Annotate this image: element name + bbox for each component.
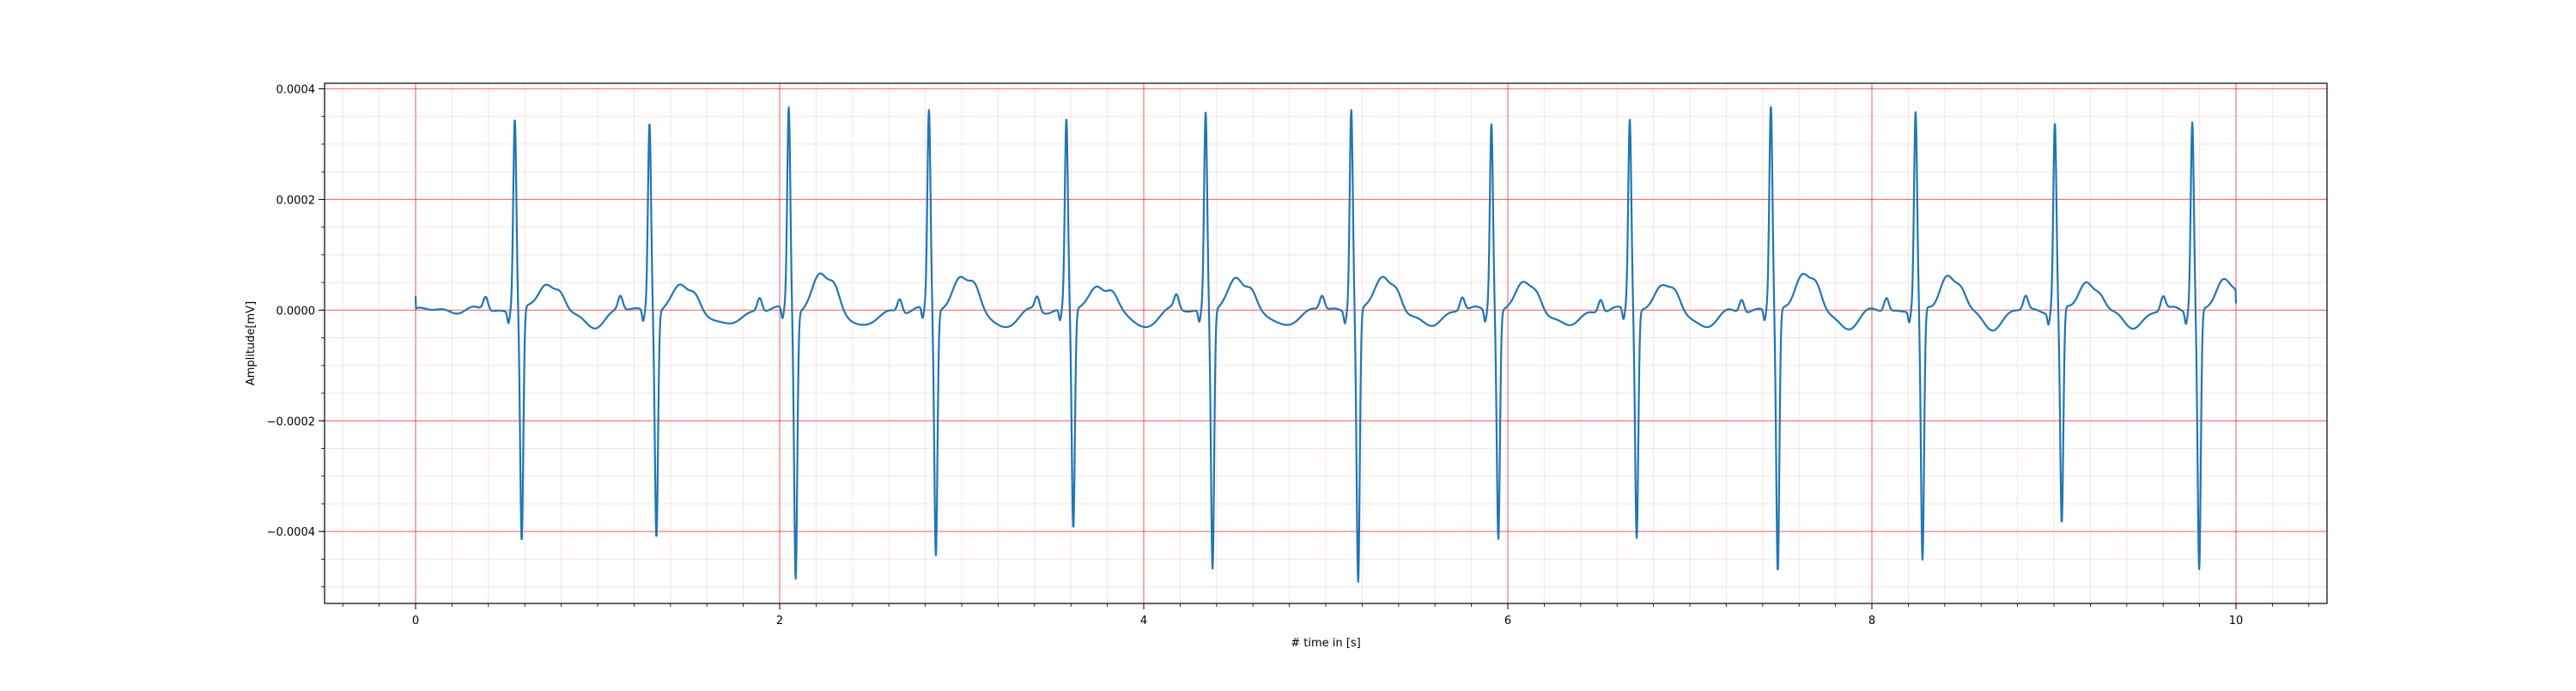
y-tick-label: 0.0004 bbox=[276, 83, 316, 96]
grid bbox=[325, 83, 2327, 603]
x-tick-label: 2 bbox=[776, 615, 783, 627]
x-tick-label: 0 bbox=[412, 615, 419, 627]
y-tick-label: 0.0000 bbox=[276, 305, 316, 318]
y-tick-label: 0.0002 bbox=[276, 194, 316, 207]
y-tick-label: −0.0002 bbox=[267, 415, 315, 428]
x-axis-label: # time in [s] bbox=[1291, 637, 1360, 650]
x-tick-label: 10 bbox=[2229, 615, 2244, 627]
y-axis-label: Amplitude[mV] bbox=[245, 301, 258, 385]
y-tick-label: −0.0004 bbox=[267, 526, 315, 539]
x-tick-label: 6 bbox=[1504, 615, 1511, 627]
plot-area bbox=[414, 106, 2238, 583]
ticks: 0 2 4 6 8 10 0.0004 0.0002 0.0000 −0.0002 −0.0004 bbox=[267, 83, 2310, 627]
x-tick-label: 8 bbox=[1868, 615, 1875, 627]
x-tick-label: 4 bbox=[1140, 615, 1147, 627]
ecg-series-line bbox=[414, 106, 2238, 583]
